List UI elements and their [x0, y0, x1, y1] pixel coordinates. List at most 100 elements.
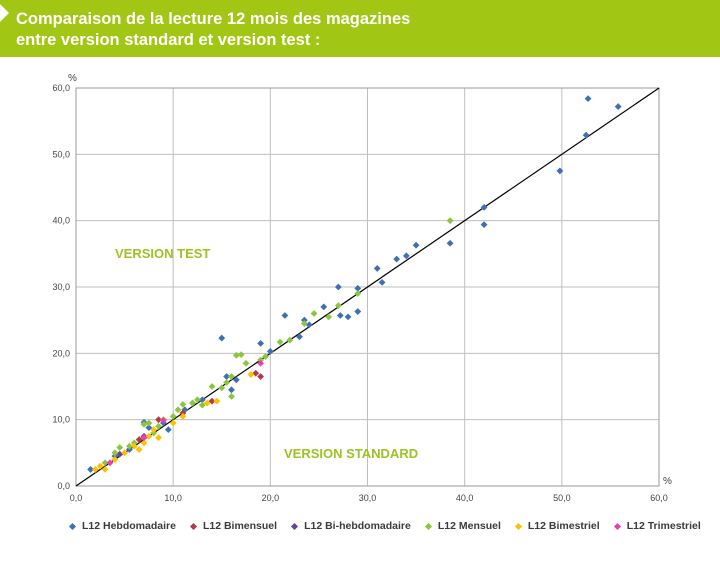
- legend-marker-icon: [291, 522, 299, 530]
- version-test-annotation: VERSION TEST: [115, 246, 210, 261]
- data-point: [121, 449, 128, 457]
- data-point: [334, 302, 342, 309]
- data-point: [228, 386, 235, 394]
- legend-item: L12 Bimensuel: [189, 520, 278, 532]
- y-tick-label: 30,0: [52, 282, 70, 292]
- chart-legend: L12 Hebdomadaire L12 Bimensuel L12 Bi-hebd…: [68, 517, 716, 535]
- legend-item: L12 Mensuel: [424, 520, 501, 532]
- data-point: [96, 462, 104, 470]
- data-point: [145, 419, 153, 427]
- series-l12-hebdomadaire: [87, 95, 622, 473]
- data-point: [300, 320, 308, 327]
- data-point: [446, 217, 454, 225]
- data-point: [223, 373, 231, 380]
- data-point: [354, 290, 362, 298]
- data-point: [228, 393, 235, 400]
- data-point: [281, 312, 289, 319]
- data-point: [169, 412, 177, 420]
- series-l12-trimestriel: [106, 359, 265, 467]
- data-point: [92, 466, 99, 473]
- scatter-chart: 0,0 10,0 20,0 30,0 40,0 50,0 60,0 0,0 10,0 20,0 30…: [52, 73, 672, 503]
- y-tick-label: 60,0: [52, 83, 70, 93]
- data-point: [320, 303, 328, 311]
- plot-border: [75, 87, 660, 487]
- legend-label: L12 Mensuel: [437, 520, 501, 532]
- legend-item: L12 Bimestriel: [514, 520, 600, 532]
- y-tick-label: 20,0: [52, 348, 70, 358]
- series-l12-bimensuel: [135, 369, 265, 443]
- legend-label: L12 Hebdomadaire: [82, 520, 176, 532]
- data-point: [237, 351, 245, 359]
- data-point: [310, 310, 318, 317]
- legend-item: L12 Bi-hebdomadaire: [291, 520, 411, 532]
- y-tick-label: 40,0: [52, 216, 70, 226]
- data-point: [480, 204, 488, 211]
- x-tick-label: 10,0: [164, 493, 182, 503]
- data-point: [257, 339, 265, 347]
- data-point: [179, 401, 187, 408]
- data-point: [412, 241, 420, 249]
- data-point: [257, 359, 265, 367]
- x-tick-label: 20,0: [262, 493, 280, 503]
- data-point: [140, 434, 148, 441]
- data-point: [228, 373, 235, 380]
- data-point: [145, 424, 153, 432]
- data-point: [169, 419, 177, 427]
- data-point: [106, 459, 114, 467]
- legend-marker-icon: [68, 522, 77, 530]
- data-point: [198, 396, 206, 404]
- data-point: [446, 239, 454, 247]
- data-point: [194, 396, 201, 404]
- data-point: [179, 412, 187, 420]
- data-point: [126, 442, 133, 450]
- x-tick-label: 0,0: [70, 493, 83, 503]
- version-standard-annotation: VERSION STANDARD: [284, 446, 418, 461]
- data-point: [145, 432, 153, 440]
- data-point: [257, 373, 265, 380]
- data-point: [218, 334, 226, 342]
- data-point: [116, 450, 124, 458]
- data-point: [344, 313, 352, 321]
- x-tick-label: 40,0: [456, 493, 474, 503]
- data-point: [305, 321, 313, 329]
- data-point: [286, 336, 294, 344]
- data-point: [208, 397, 216, 405]
- chart-title-line-1: Comparaison de la lecture 12 mois des ma…: [16, 10, 411, 28]
- data-point: [101, 466, 109, 473]
- y-tick-label: 50,0: [52, 149, 70, 159]
- legend-label: L12 Bimensuel: [202, 520, 278, 532]
- data-point: [140, 420, 148, 428]
- data-point: [276, 338, 284, 346]
- data-point: [480, 221, 488, 229]
- data-point: [325, 313, 333, 321]
- data-point: [213, 397, 221, 405]
- data-point: [334, 283, 342, 291]
- data-point: [393, 255, 401, 263]
- data-point: [556, 167, 564, 175]
- x-tick-label: 50,0: [553, 493, 571, 503]
- data-point: [155, 434, 162, 441]
- data-point: [160, 416, 167, 424]
- legend-item: L12 Hebdomadaire: [68, 520, 176, 532]
- axis-tick-labels: 0,0 10,0 20,0 30,0 40,0 50,0 60,0 0,0 10,0 20,0 30…: [52, 83, 667, 503]
- data-point: [354, 308, 362, 315]
- data-point: [582, 131, 590, 139]
- data-point: [336, 312, 344, 319]
- legend-label: L12 Trimestriel: [626, 520, 701, 532]
- x-tick-label: 30,0: [359, 493, 377, 503]
- header-bar: Comparaison de la lecture 12 mois des ma…: [0, 0, 720, 57]
- data-point: [174, 406, 182, 414]
- data-point: [203, 399, 211, 407]
- data-point: [155, 416, 162, 424]
- legend-label: L12 Bimestriel: [527, 520, 600, 532]
- data-point: [614, 103, 622, 110]
- chart-title-line-2: entre version standard et version test :: [16, 31, 321, 49]
- data-point: [402, 252, 410, 260]
- data-point: [378, 278, 386, 286]
- legend-marker-icon: [613, 522, 621, 530]
- data-point: [189, 399, 196, 407]
- data-point: [135, 436, 143, 443]
- data-point: [296, 333, 303, 341]
- x-axis-unit-label: %: [663, 476, 672, 487]
- data-point: [266, 347, 274, 355]
